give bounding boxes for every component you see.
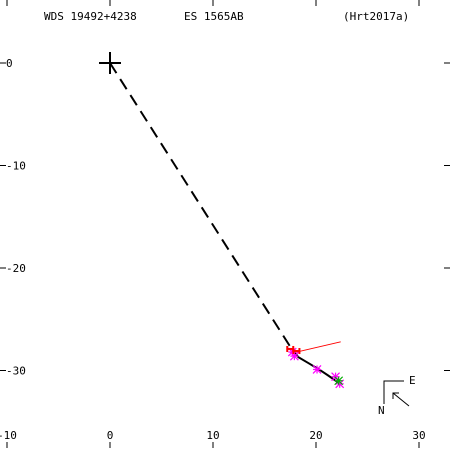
x-tick-label: 30 [412,429,425,442]
observation-marker-red [292,348,301,355]
x-tick-label: 0 [107,429,114,442]
orientation-axes [383,380,404,404]
axis-tick-labels: -10 0 10 20 30 0 -10 -20 -30 [0,57,426,442]
motion-arrow [392,392,410,407]
observation-markers [286,345,345,389]
y-tick-label: -10 [6,160,26,173]
x-tick-label: 20 [309,429,322,442]
observation-star-magenta [312,365,322,374]
motion-arrow-head [392,392,399,399]
discoverer-label: ES 1565AB [184,10,244,23]
orientation-indicator: E N [378,374,416,417]
east-label: E [409,374,416,387]
observation-star-magenta [331,372,340,382]
wds-id-label: WDS 19492+4238 [44,10,137,23]
x-tick-label: -10 [0,429,17,442]
observation-star-green [334,376,344,386]
reference-label: (Hrt2017a) [343,10,409,23]
y-tick-label: -30 [6,365,26,378]
y-tick-label: 0 [6,57,13,70]
north-label: N [378,404,385,417]
primary-star-cross [99,52,121,74]
x-tick-label: 10 [206,429,219,442]
y-tick-label: -20 [6,262,26,275]
